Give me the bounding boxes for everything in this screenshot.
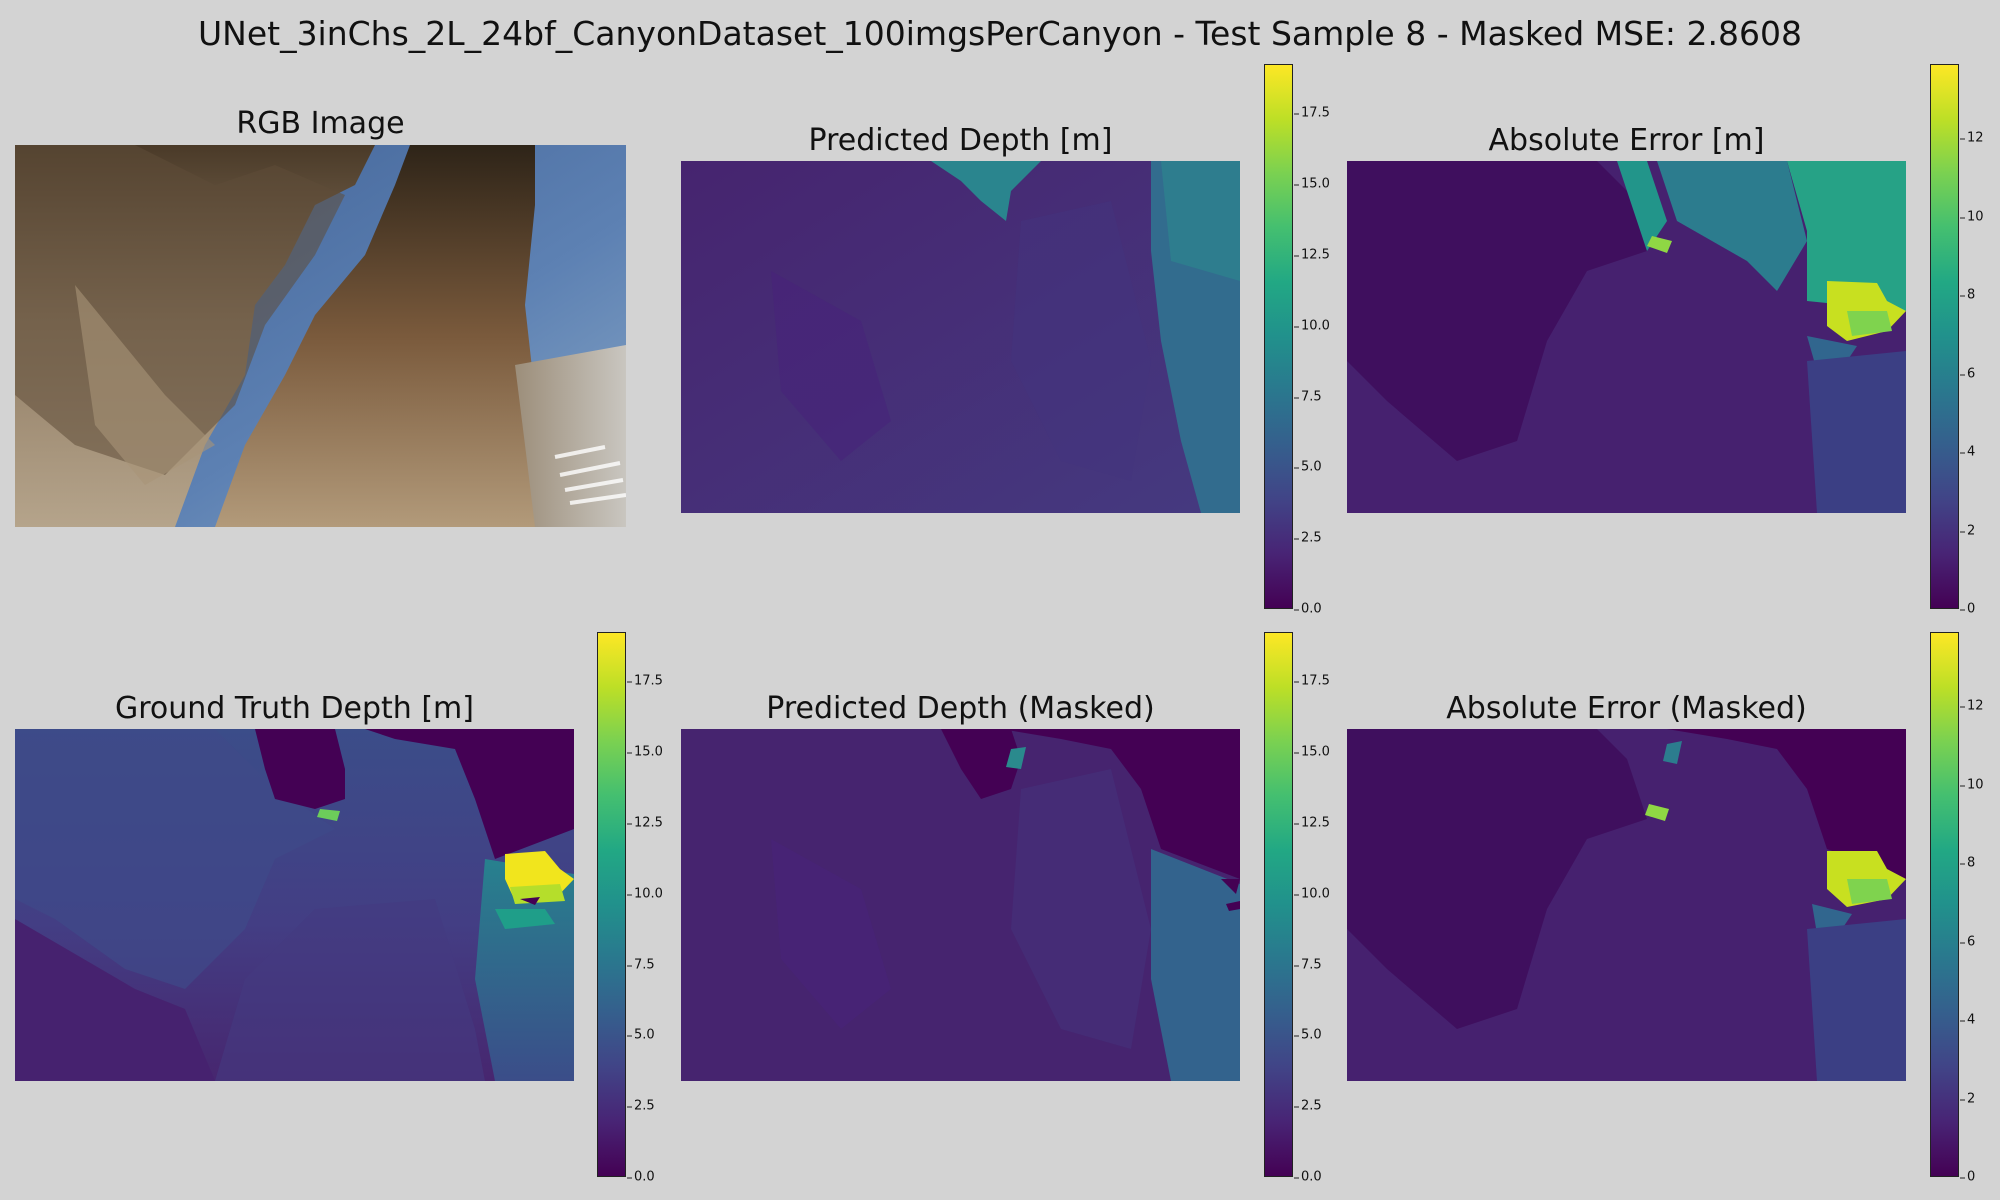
error-tick: 10	[1960, 209, 1984, 225]
absolute-error-masked-colorbar	[1930, 632, 1959, 1177]
depth-tick: 7.5	[627, 957, 655, 973]
depth-tick: 7.5	[1294, 389, 1322, 405]
absolute-error-colorbar	[1930, 64, 1959, 609]
error-tick: 10	[1960, 777, 1984, 793]
error-tick: 8	[1959, 287, 1976, 303]
error-tick: 12	[1960, 698, 1984, 714]
error-tick: 6	[1959, 366, 1976, 382]
gt-panel-title: Ground Truth Depth [m]	[114, 691, 474, 726]
depth-tick: 10.0	[1294, 318, 1330, 334]
absolute-error-map	[1347, 161, 1906, 513]
error-tick: 0	[1959, 1169, 1976, 1185]
depth-tick: 5.0	[1294, 459, 1322, 475]
depth-tick: 12.5	[1294, 247, 1330, 263]
depth-tick: 17.5	[1294, 105, 1330, 121]
rgb-image	[15, 145, 626, 527]
error-tick: 8	[1959, 855, 1976, 871]
depth-tick: 15.0	[1294, 744, 1330, 760]
depth-tick: 15.0	[627, 744, 663, 760]
error-tick: 4	[1959, 1012, 1976, 1028]
depth-tick: 17.5	[627, 673, 663, 689]
depth-tick: 12.5	[627, 815, 663, 831]
depth-tick: 17.5	[1294, 673, 1330, 689]
ground-truth-depth-colorbar	[597, 632, 626, 1177]
error-tick: 0	[1959, 601, 1976, 617]
pred-panel-title: Predicted Depth [m]	[808, 123, 1113, 158]
error-tick: 4	[1959, 444, 1976, 460]
error-tick: 2	[1959, 1091, 1976, 1107]
depth-tick: 7.5	[1294, 957, 1322, 973]
depth-tick: 5.0	[1294, 1027, 1322, 1043]
depth-tick: 10.0	[1294, 886, 1330, 902]
err-panel-title: Absolute Error [m]	[1488, 123, 1765, 158]
predicted-depth-masked-colorbar	[1264, 632, 1293, 1177]
depth-tick: 15.0	[1294, 176, 1330, 192]
error-tick: 12	[1960, 130, 1984, 146]
pred-masked-panel-title: Predicted Depth (Masked)	[766, 691, 1155, 726]
depth-tick: 5.0	[627, 1027, 655, 1043]
depth-tick: 0.0	[1294, 601, 1322, 617]
figure-title: UNet_3inChs_2L_24bf_CanyonDataset_100img…	[197, 14, 1802, 53]
predicted-depth-masked-map	[681, 729, 1240, 1081]
depth-tick: 0.0	[627, 1169, 655, 1185]
depth-tick: 0.0	[1294, 1169, 1322, 1185]
predicted-depth-colorbar	[1264, 64, 1293, 609]
ground-truth-depth-map	[15, 729, 574, 1081]
rgb-panel-title: RGB Image	[236, 106, 405, 141]
error-tick: 6	[1959, 934, 1976, 950]
err-masked-panel-title: Absolute Error (Masked)	[1446, 691, 1807, 726]
absolute-error-masked-map	[1347, 729, 1906, 1081]
depth-tick: 2.5	[627, 1098, 655, 1114]
depth-tick: 2.5	[1294, 530, 1322, 546]
predicted-depth-map	[681, 161, 1240, 513]
depth-tick: 2.5	[1294, 1098, 1322, 1114]
depth-tick: 12.5	[1294, 815, 1330, 831]
error-tick: 2	[1959, 523, 1976, 539]
depth-tick: 10.0	[627, 886, 663, 902]
